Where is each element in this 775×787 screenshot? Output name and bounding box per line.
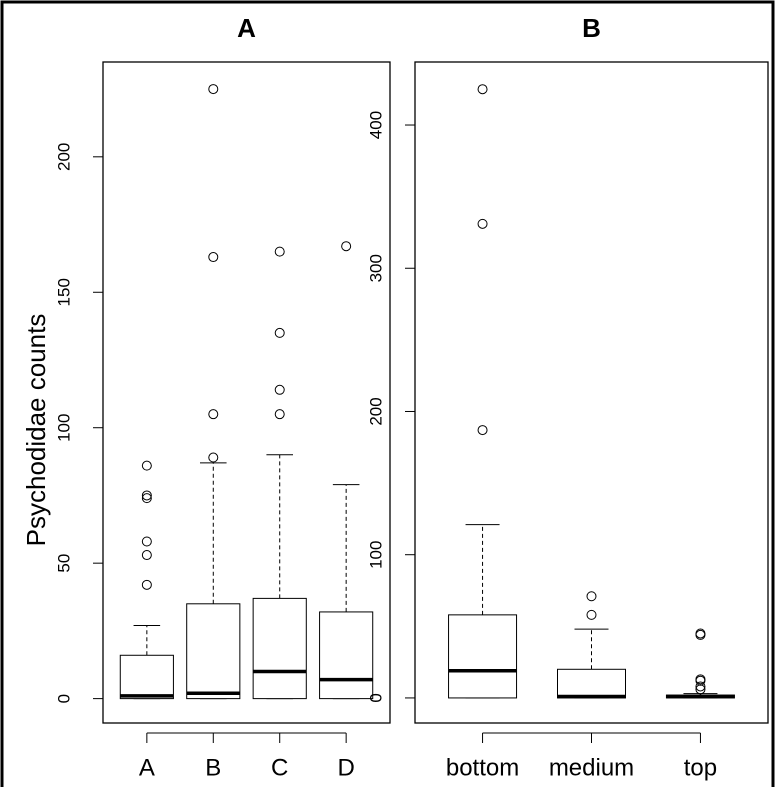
- outlier: [695, 681, 706, 692]
- x-tick-label: D: [337, 754, 354, 781]
- outlier: [141, 490, 152, 501]
- outlier: [586, 591, 597, 602]
- panel-title: B: [582, 13, 601, 43]
- x-tick-label: top: [684, 754, 717, 781]
- y-tick-label: 0: [54, 694, 73, 703]
- outlier: [477, 84, 488, 95]
- outlier: [274, 246, 285, 257]
- outlier: [586, 609, 597, 620]
- x-tick-label: B: [205, 754, 221, 781]
- outlier: [141, 493, 152, 504]
- y-axis-label: Psychodidae counts: [21, 314, 51, 547]
- outlier: [341, 241, 352, 252]
- y-tick-label: 150: [54, 278, 73, 306]
- plot-box: [414, 61, 769, 724]
- outlier: [208, 409, 219, 420]
- box: [186, 603, 241, 700]
- box: [448, 614, 518, 699]
- outlier: [141, 579, 152, 590]
- x-tick-label: A: [139, 754, 155, 781]
- y-tick-label: 50: [54, 554, 73, 573]
- outlier: [208, 84, 219, 95]
- outlier: [141, 460, 152, 471]
- y-tick-label: 300: [366, 254, 385, 282]
- outlier: [274, 327, 285, 338]
- y-tick-label: 400: [366, 111, 385, 139]
- outlier: [141, 550, 152, 561]
- y-tick-label: 0: [366, 693, 385, 702]
- y-tick-label: 200: [54, 143, 73, 171]
- outlier: [695, 674, 706, 685]
- box: [119, 654, 174, 700]
- box: [557, 668, 626, 699]
- outlier: [477, 425, 488, 436]
- box: [252, 597, 307, 700]
- y-tick-label: 100: [54, 414, 73, 442]
- x-tick-label: bottom: [446, 754, 519, 781]
- outlier: [208, 252, 219, 263]
- outlier: [208, 452, 219, 463]
- outlier: [274, 384, 285, 395]
- y-tick-label: 100: [366, 541, 385, 569]
- plot-box: [102, 61, 391, 724]
- x-tick-label: C: [271, 754, 288, 781]
- outlier: [695, 628, 706, 639]
- panel-title: A: [237, 13, 256, 43]
- x-tick-label: medium: [549, 754, 634, 781]
- outlier: [274, 409, 285, 420]
- y-tick-label: 200: [366, 397, 385, 425]
- outlier: [477, 218, 488, 229]
- outlier: [141, 536, 152, 547]
- box: [319, 611, 374, 700]
